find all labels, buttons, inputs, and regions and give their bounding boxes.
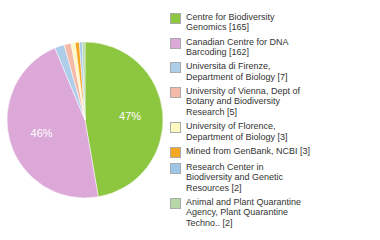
html-text:Canadian Centre for DNA Barcod: Canadian Centre for DNA Barcoding [162] <box>186 36 289 58</box>
html-text:Universita di Firenze, Departm: Universita di Firenze, Department of Bio… <box>186 61 288 82</box>
html-text:Centre for Biodiversity Genomi: Centre for Biodiversity Genomics [165] <box>186 12 275 33</box>
html-text:University of Florence, Depart: University of Florence, Department of Bi… <box>186 121 288 142</box>
html-text:Research Center in Biodiversit: Research Center in Biodiversity and Gene… <box>186 161 284 193</box>
html-text:Animal and Plant Quarantine Ag: Animal and Plant Quarantine Agency, Plan… <box>186 196 302 228</box>
html-text:University of Vienna, Dept of: University of Vienna, Dept of Botany and… <box>186 86 300 117</box>
svg-text:47%: 47% <box>119 110 141 122</box>
html-text:Mined from GenBank, NCBI [3]: Mined from GenBank, NCBI [3] <box>186 145 311 156</box>
svg-text:46%: 46% <box>31 127 53 139</box>
